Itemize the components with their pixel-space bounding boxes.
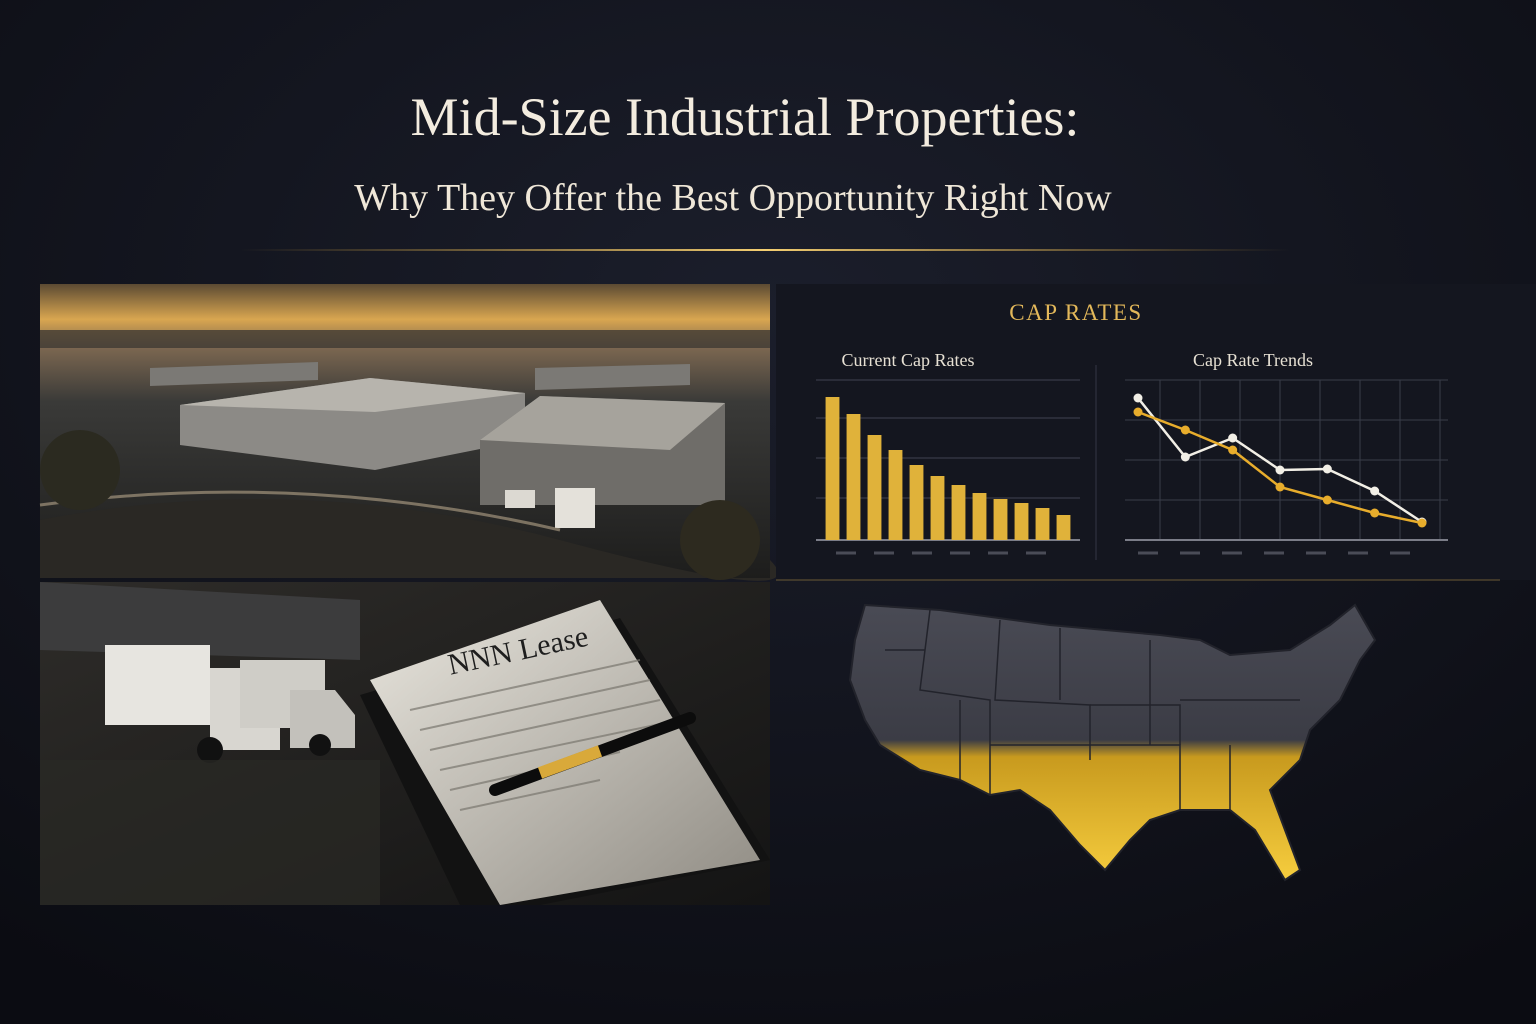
bar bbox=[846, 414, 861, 540]
bar bbox=[909, 465, 924, 540]
bar bbox=[993, 499, 1008, 540]
trend-point bbox=[1417, 518, 1427, 528]
bar bbox=[825, 397, 840, 540]
trend-point bbox=[1133, 407, 1143, 417]
chart-title: Cap Rate Trends bbox=[1193, 350, 1313, 370]
bar bbox=[972, 493, 987, 540]
panel-heading: CAP RATES bbox=[1009, 300, 1142, 325]
bar bbox=[930, 476, 945, 540]
page-title: Mid-Size Industrial Properties: bbox=[411, 87, 1080, 147]
divider bbox=[240, 249, 1290, 251]
charts bbox=[825, 393, 1427, 540]
bar bbox=[1014, 503, 1029, 540]
line-grid bbox=[1125, 379, 1448, 540]
trend-point bbox=[1180, 425, 1190, 435]
trend-point bbox=[1370, 486, 1380, 496]
trend-point bbox=[1322, 495, 1332, 505]
trend-point bbox=[1322, 464, 1332, 474]
chart-title: Current Cap Rates bbox=[842, 350, 975, 370]
bar bbox=[1056, 515, 1071, 540]
trend-point bbox=[1275, 465, 1285, 475]
lease-photo: NNN Lease bbox=[40, 582, 770, 905]
cap-rates-panel bbox=[776, 284, 1536, 580]
trend-point bbox=[1133, 393, 1143, 403]
bar bbox=[1035, 508, 1050, 540]
warehouse-photo bbox=[39, 284, 779, 581]
us-map bbox=[848, 603, 1377, 882]
trend-point bbox=[1228, 445, 1238, 455]
trend-point bbox=[1275, 482, 1285, 492]
bar bbox=[867, 435, 882, 540]
trend-point bbox=[1228, 433, 1238, 443]
page-subtitle: Why They Offer the Best Opportunity Righ… bbox=[354, 177, 1112, 219]
trend-point bbox=[1180, 452, 1190, 462]
bar bbox=[951, 485, 966, 540]
trend-point bbox=[1370, 508, 1380, 518]
bar bbox=[888, 450, 903, 540]
